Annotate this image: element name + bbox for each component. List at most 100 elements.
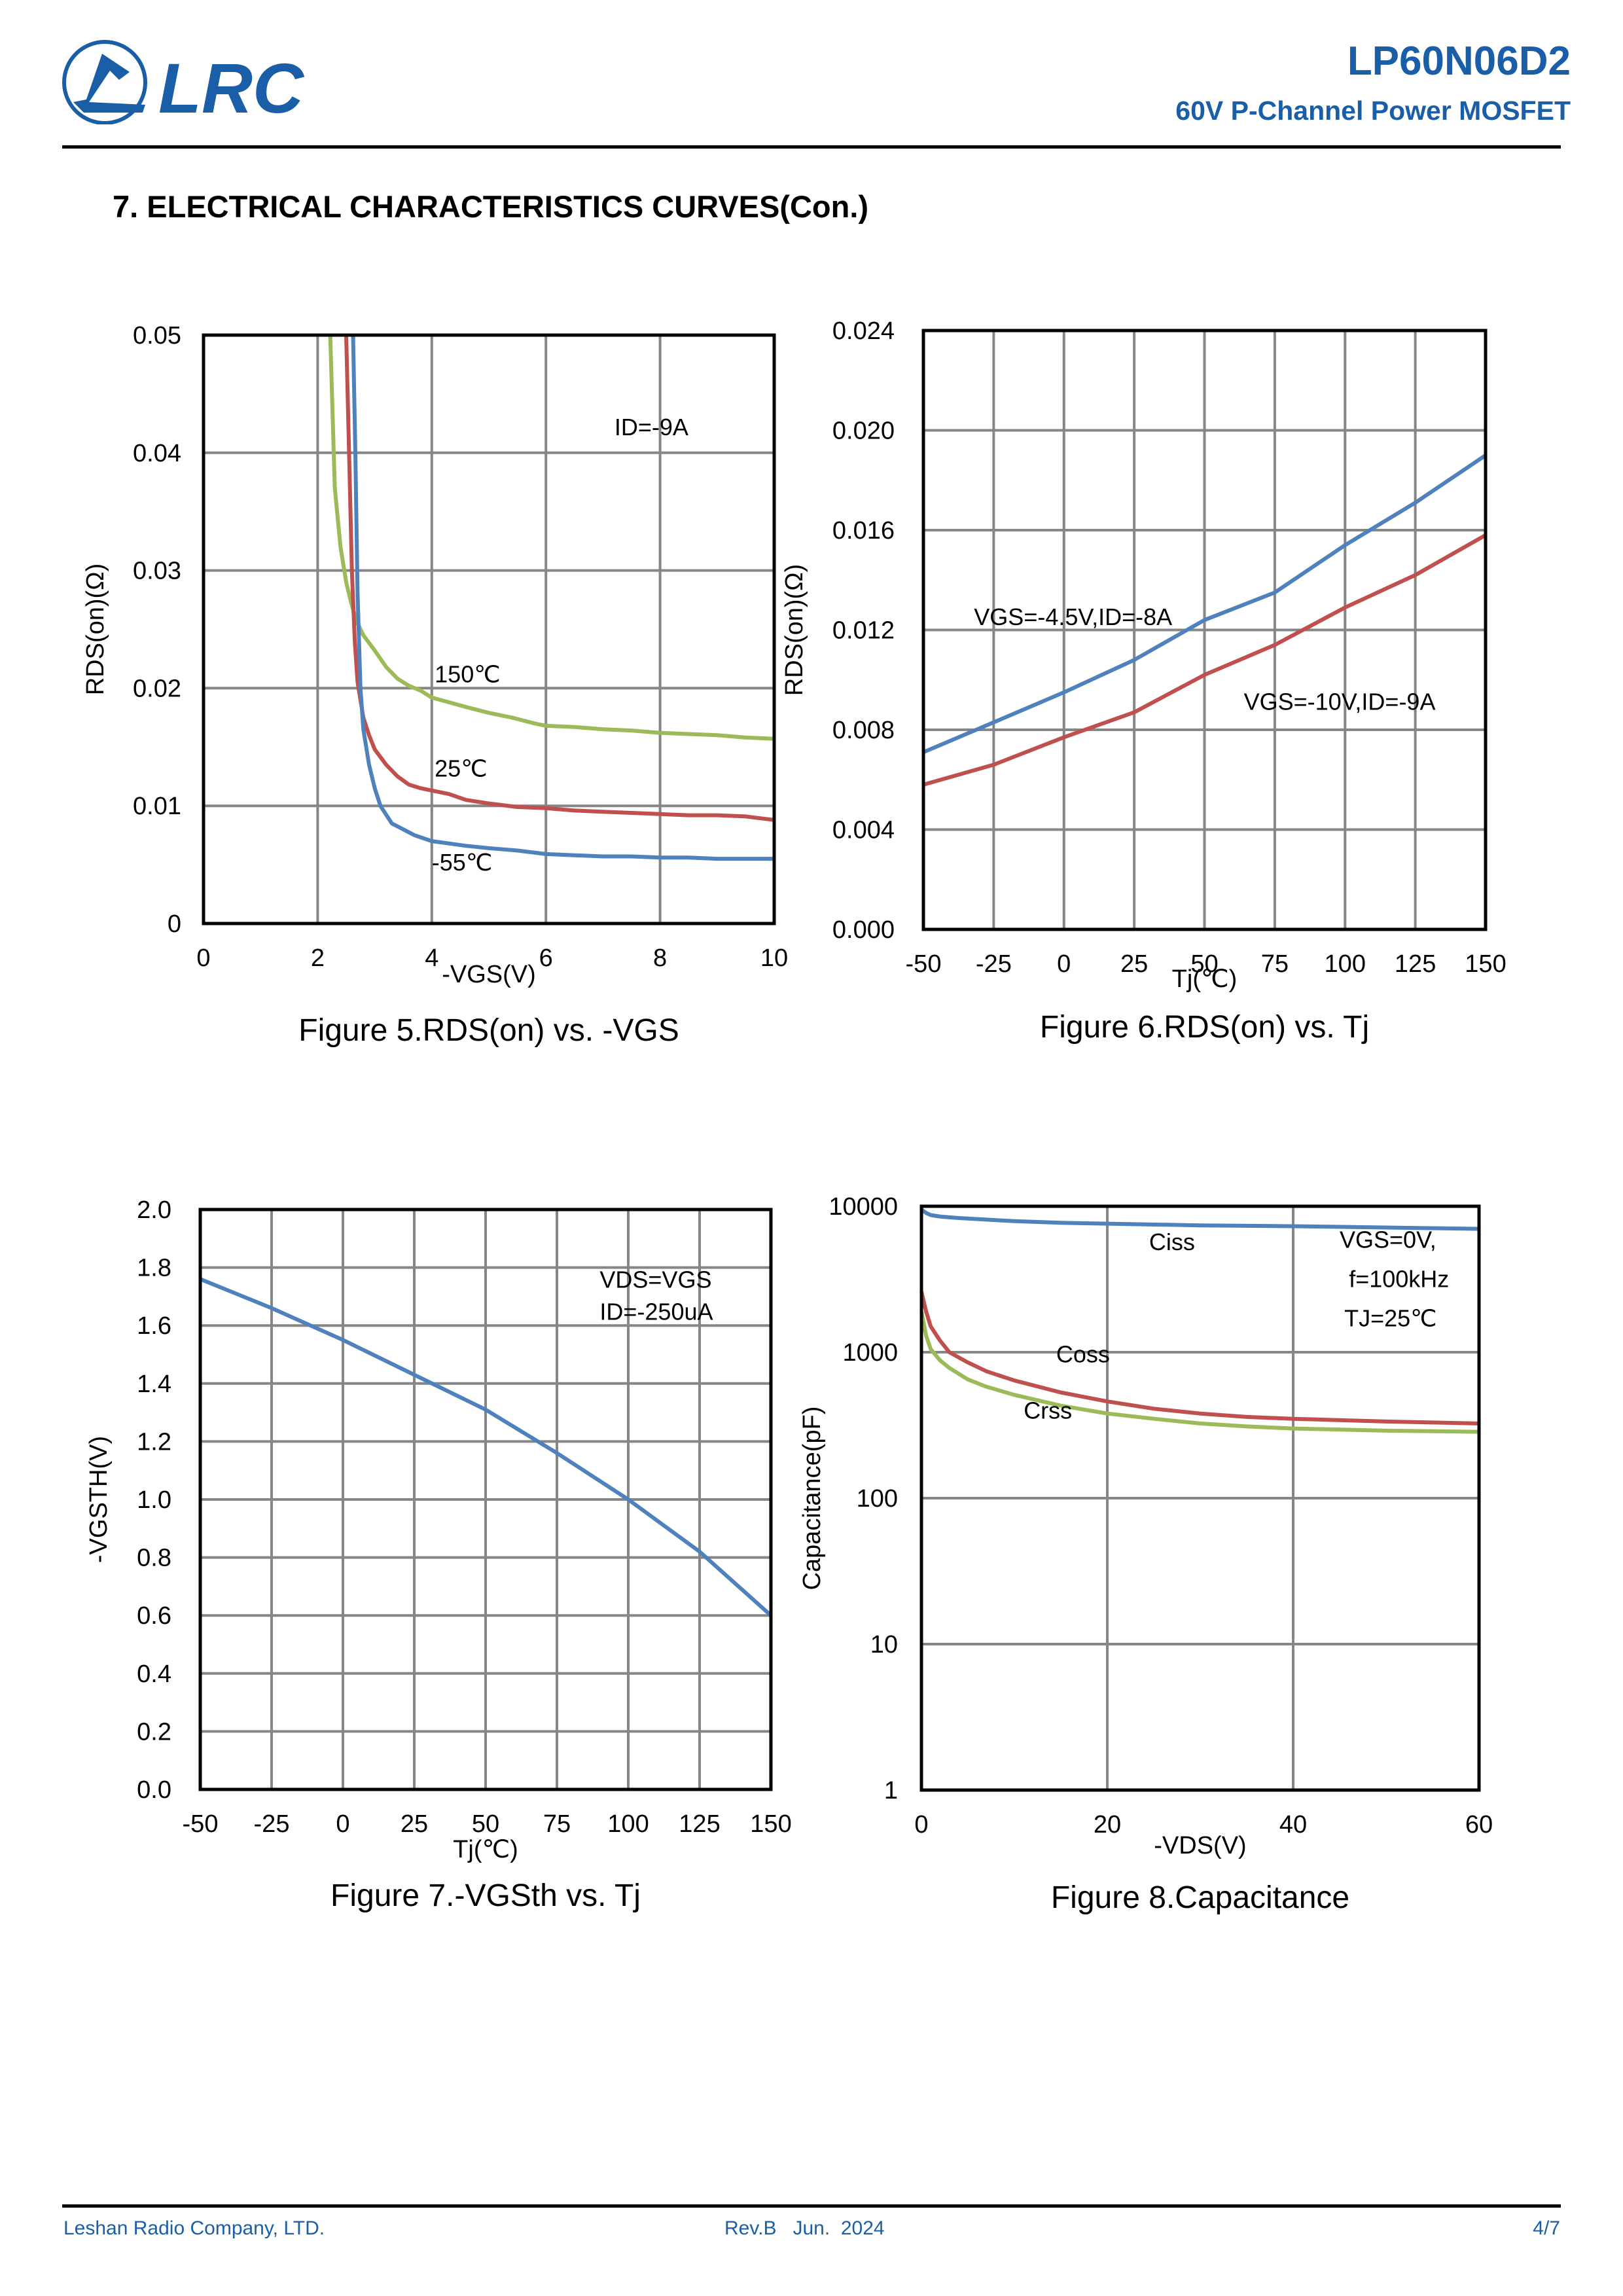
y-tick-label: 1.4 <box>137 1371 171 1398</box>
figure-caption: Figure 6.RDS(on) vs. Tj <box>1040 1010 1369 1045</box>
chart-annotation: VDS=VGS <box>599 1266 711 1293</box>
x-axis-label: Tj(℃) <box>1172 965 1238 993</box>
y-tick-label: 1000 <box>842 1339 898 1367</box>
x-tick-label: -50 <box>906 950 942 978</box>
y-tick-label: 0.04 <box>133 440 181 467</box>
x-axis-label: Tj(℃) <box>453 1836 518 1863</box>
footer-page-number: 4/7 <box>1533 2217 1560 2239</box>
x-tick-label: 125 <box>679 1810 720 1838</box>
y-tick-label: 1.8 <box>137 1255 171 1282</box>
y-tick-label: 0.016 <box>832 517 895 545</box>
footer-revision: Rev.B Jun. 2024 <box>724 2217 885 2239</box>
x-tick-label: 75 <box>1261 950 1289 978</box>
y-tick-label: 0.02 <box>133 675 181 702</box>
fig8-chart: 1 10 100 1000 10000 0 20 40 60 Capacitance(pF) -VD… <box>798 1193 1493 1915</box>
y-axis-label: RDS(on)(Ω) <box>781 564 808 696</box>
plot-area-frame <box>921 329 1488 931</box>
series-line-vgs-10v-id-9a <box>923 533 1487 787</box>
y-tick-label: 1 <box>884 1777 898 1804</box>
y-tick-label: 0.05 <box>133 322 181 350</box>
x-tick-label: -50 <box>183 1810 219 1838</box>
x-axis-label: -VGS(V) <box>442 961 536 988</box>
footer-company: Leshan Radio Company, LTD. <box>63 2217 325 2239</box>
x-tick-label: 0 <box>914 1811 928 1839</box>
chart-annotation: 25℃ <box>435 755 487 781</box>
x-tick-label: 10 <box>760 944 788 972</box>
fig7-chart: 0.0 0.2 0.4 0.6 0.8 1.0 1.2 1.4 1.6 1.8 2.0 -50 -25 0… <box>85 1196 792 1913</box>
x-tick-label: 4 <box>425 944 438 972</box>
y-tick-label: 0.012 <box>832 617 895 645</box>
y-axis-label: -VGSTH(V) <box>85 1436 113 1563</box>
plot-area-frame <box>202 333 776 925</box>
y-tick-label: 0.03 <box>133 558 181 585</box>
series-line-vgsth <box>199 1277 773 1617</box>
figure-caption: Figure 7.-VGSth vs. Tj <box>330 1878 641 1913</box>
footer-divider <box>62 2204 1561 2208</box>
x-axis-label: -VDS(V) <box>1154 1832 1246 1859</box>
series-line-150 <box>328 334 775 741</box>
chart-annotation: Ciss <box>1149 1229 1195 1255</box>
y-tick-label: 100 <box>857 1485 898 1513</box>
lrc-logo: LRC <box>60 39 322 128</box>
chart-annotation: f=100kHz <box>1349 1265 1449 1292</box>
chart-annotation: -55℃ <box>432 849 492 876</box>
series-line-vgs-4-5v-id-8a <box>922 454 1487 755</box>
chart-annotation: ID=-250uA <box>599 1298 713 1325</box>
chart-annotation: TJ=25℃ <box>1344 1305 1437 1332</box>
series-line-crss <box>919 1311 1480 1434</box>
x-tick-label: 100 <box>1325 950 1366 978</box>
x-tick-label: 150 <box>1465 950 1506 978</box>
y-tick-label: 0.4 <box>137 1660 171 1688</box>
chart-annotation: Coss <box>1056 1341 1110 1368</box>
header-divider <box>62 145 1561 149</box>
x-tick-label: 150 <box>750 1810 791 1838</box>
y-tick-label: 0.8 <box>137 1545 171 1572</box>
y-tick-label: 0.024 <box>832 317 895 345</box>
chart-annotation: ID=-9A <box>615 414 688 440</box>
y-tick-label: 0.2 <box>137 1718 171 1746</box>
chart-annotation: 150℃ <box>435 660 501 687</box>
x-tick-label: 0 <box>1057 950 1071 978</box>
y-tick-label: 1.2 <box>137 1428 171 1456</box>
x-tick-label: 100 <box>607 1810 649 1838</box>
x-tick-label: -25 <box>254 1810 290 1838</box>
x-tick-label: 40 <box>1279 1811 1307 1839</box>
x-tick-label: 0 <box>196 944 210 972</box>
y-tick-label: 0.01 <box>133 793 181 820</box>
y-axis-label: Capacitance(pF) <box>798 1407 826 1590</box>
y-tick-label: 10000 <box>829 1193 898 1221</box>
chart-annotation: VGS=0V, <box>1340 1226 1436 1253</box>
x-tick-label: 6 <box>539 944 553 972</box>
x-tick-label: 50 <box>1190 950 1218 978</box>
y-axis-label: RDS(on)(Ω) <box>82 564 109 696</box>
series-line-25 <box>344 334 775 822</box>
y-tick-label: 0.000 <box>832 916 895 944</box>
y-tick-label: 2.0 <box>137 1196 171 1224</box>
chart-annotation: Crss <box>1024 1397 1072 1424</box>
x-tick-label: 0 <box>336 1810 349 1838</box>
plot-area-frame <box>919 1204 1481 1792</box>
x-tick-label: 125 <box>1395 950 1436 978</box>
chart-annotation: VGS=-4.5V,ID=-8A <box>974 603 1172 630</box>
x-tick-label: 20 <box>1094 1811 1121 1839</box>
y-tick-label: 0.6 <box>137 1602 171 1630</box>
chart-annotation: VGS=-10V,ID=-9A <box>1244 689 1436 715</box>
x-tick-label: 75 <box>543 1810 571 1838</box>
y-tick-label: 0 <box>168 910 181 938</box>
section-title: 7. ELECTRICAL CHARACTERISTICS CURVES(Con… <box>113 189 869 224</box>
logo-text: LRC <box>158 48 305 124</box>
x-tick-label: 50 <box>472 1810 499 1838</box>
y-tick-label: 1.0 <box>137 1486 171 1514</box>
plot-area-frame <box>198 1208 773 1791</box>
series-line-ciss <box>920 1208 1480 1231</box>
y-tick-label: 0.020 <box>832 418 895 445</box>
part-description: 60V P-Channel Power MOSFET <box>1175 96 1571 126</box>
logo-emblem-icon <box>62 40 147 125</box>
y-tick-label: 10 <box>870 1631 898 1659</box>
x-tick-label: 8 <box>653 944 667 972</box>
fig6-chart: 0.000 0.004 0.008 0.012 0.016 0.020 0.024 -50 -2… <box>781 317 1507 1045</box>
part-number: LP60N06D2 <box>1347 39 1571 84</box>
fig5-chart: 0 0.01 0.02 0.03 0.04 0.05 0 2 4 6 8 10 RDS(on)(Ω) -V… <box>82 322 788 1048</box>
y-tick-label: 0.008 <box>832 717 895 744</box>
x-tick-label: -25 <box>976 950 1012 978</box>
